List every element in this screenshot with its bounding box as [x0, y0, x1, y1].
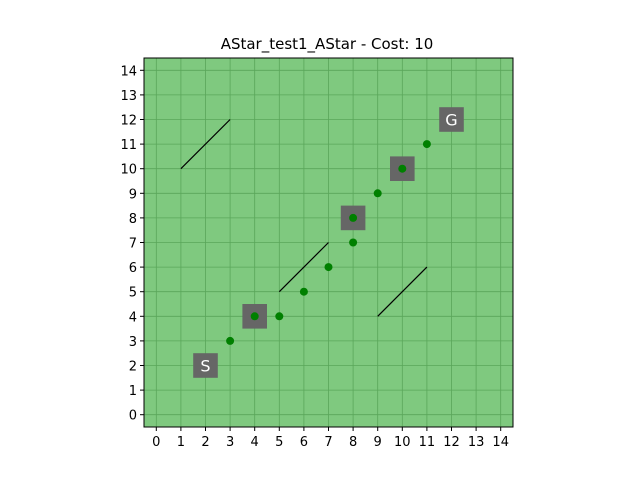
chart-title: AStar_test1_AStar - Cost: 10 [221, 35, 434, 54]
x-tick-label: 7 [324, 435, 332, 450]
y-tick-label: 7 [129, 237, 137, 252]
x-tick-label: 0 [152, 435, 160, 450]
x-tick-label: 1 [177, 435, 185, 450]
goal-label: G [445, 111, 457, 130]
path-point [349, 238, 358, 247]
y-tick-label: 4 [129, 310, 137, 325]
obstacle-cell [439, 107, 464, 132]
x-tick-label: 6 [300, 435, 308, 450]
y-tick-label: 2 [129, 360, 137, 375]
x-tick-label: 9 [374, 435, 382, 450]
path-point [422, 140, 431, 149]
line-segments [180, 119, 428, 317]
y-tick-label: 13 [120, 89, 137, 104]
y-tick-label: 3 [129, 335, 137, 350]
path-point [226, 336, 235, 345]
path-point [349, 213, 358, 222]
start-label: S [200, 357, 210, 376]
path-point [398, 164, 407, 173]
x-tick-label: 10 [394, 435, 411, 450]
y-tick-label: 1 [129, 384, 137, 399]
y-tick-label: 6 [129, 261, 137, 276]
y-tick-label: 12 [120, 114, 137, 129]
line-segment [278, 242, 329, 293]
path-point [324, 263, 333, 272]
obstacle-cells [193, 107, 464, 378]
y-tick-label: 11 [120, 138, 137, 153]
y-tick-label: 10 [120, 163, 137, 178]
line-segment [377, 266, 428, 317]
path-point [275, 312, 284, 321]
x-tick-label: 2 [201, 435, 209, 450]
y-tick-label: 14 [120, 64, 137, 79]
x-tick-label: 8 [349, 435, 357, 450]
path-points [226, 140, 431, 345]
start-goal-markers: SG [200, 111, 457, 376]
y-tick-label: 5 [129, 286, 137, 301]
x-axis-ticks: 0 1 2 3 4 5 6 7 8 9 10 11 12 13 14 [152, 427, 509, 450]
x-tick-label: 12 [443, 435, 460, 450]
y-tick-label: 0 [129, 409, 137, 424]
x-tick-label: 4 [251, 435, 259, 450]
obstacle-cell [193, 353, 218, 378]
line-segment [180, 119, 231, 170]
x-tick-label: 14 [492, 435, 509, 450]
path-point [250, 312, 259, 321]
path-point [373, 189, 382, 198]
x-tick-label: 13 [468, 435, 485, 450]
x-tick-label: 3 [226, 435, 234, 450]
path-point [299, 287, 308, 296]
y-tick-label: 9 [129, 187, 137, 202]
x-tick-label: 11 [419, 435, 436, 450]
x-tick-label: 5 [275, 435, 283, 450]
y-tick-label: 8 [129, 212, 137, 227]
